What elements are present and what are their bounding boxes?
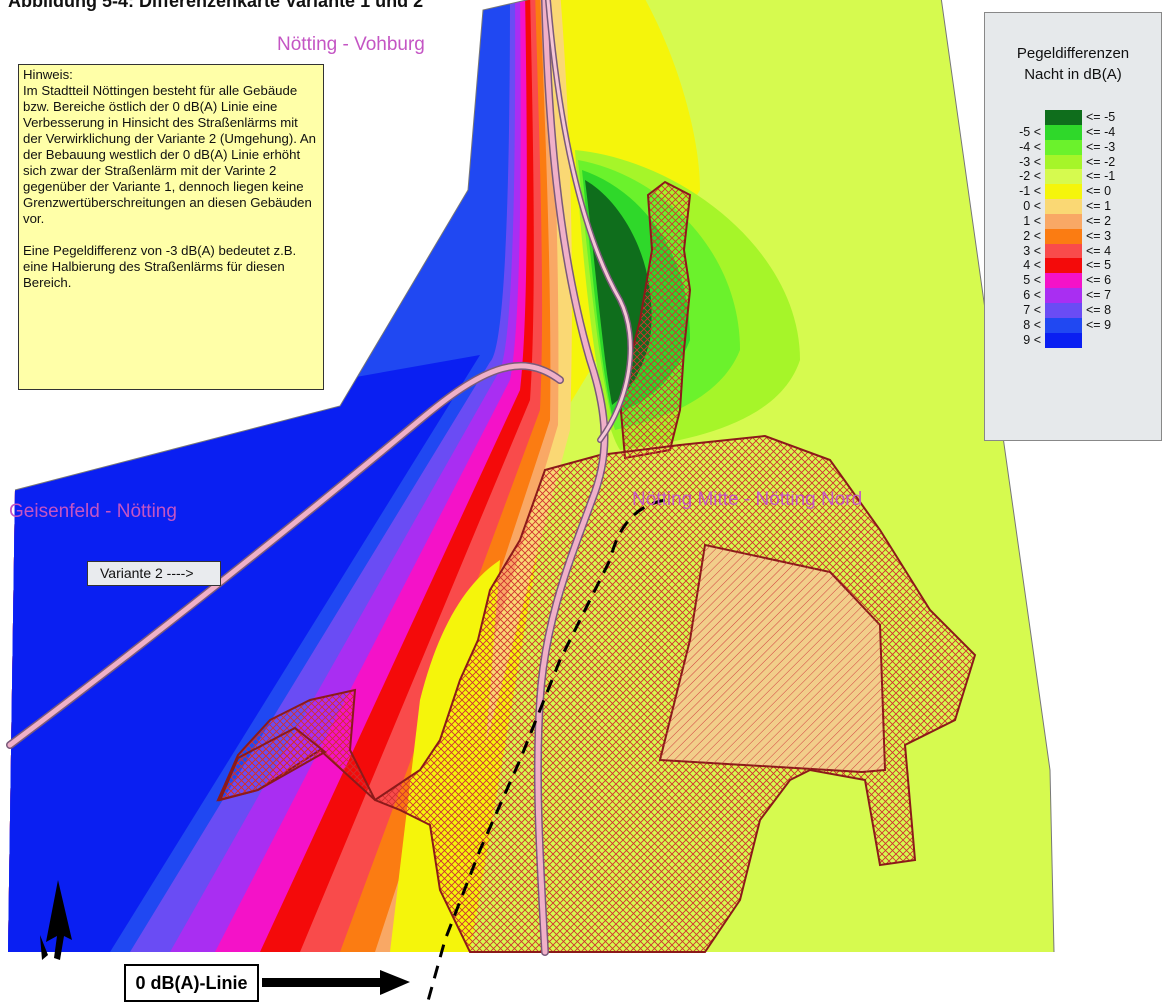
legend-swatch [1045,199,1082,215]
road-west-fill [7,363,563,748]
legend-title: Pegeldifferenzen Nacht in dB(A) [985,43,1161,85]
legend-swatch [1045,317,1082,333]
settlement-areas [216,180,977,953]
legend-upper-bound: <= 4 [1086,243,1112,258]
figure-title: Abbildung 5-4: Differenzenkarte Variante… [8,0,424,11]
legend-row: 9 < [985,332,1161,348]
road-main-fill [535,0,607,955]
legend-swatch [1045,258,1082,274]
legend-lower-bound: 1 < [1023,213,1041,228]
label-noetting-mitte-nord: Nötting Mitte - Nötting Nord [632,489,863,510]
legend-upper-bound: <= 0 [1086,184,1112,199]
legend-upper-bound: <= -1 [1086,169,1116,184]
label-noetting-vohburg: Nötting - Vohburg [277,34,425,55]
legend-lower-bound: 4 < [1023,258,1041,273]
note-paragraph-1: Im Stadtteil Nöttingen besteht für alle … [23,83,316,226]
legend-upper-bound: <= 5 [1086,258,1112,273]
variant-2-label: Variante 2 ----> [87,561,221,586]
roads [6,0,634,956]
legend-lower-bound: 2 < [1023,228,1041,243]
legend-row: 4 < <= 5 [985,258,1161,274]
legend-lower-bound: 7 < [1023,302,1041,317]
legend-swatch [1045,213,1082,229]
legend-row: -1 < <= 0 [985,184,1161,200]
legend-lower-bound: 3 < [1023,243,1041,258]
legend-title-line-1: Pegeldifferenzen [1016,45,1130,62]
legend-lower-bound: 8 < [1023,317,1041,332]
legend: Pegeldifferenzen Nacht in dB(A) <= -5 -5 … [984,12,1162,441]
legend-upper-bound: <= 2 [1086,213,1112,228]
legend-swatch [1045,273,1082,289]
legend-lower-bound: 9 < [1023,332,1041,347]
legend-swatch [1045,288,1082,304]
legend-lower-bound: -2 < [1019,169,1041,184]
legend-swatch [1045,169,1082,185]
legend-lower-bound: -1 < [1019,184,1041,199]
legend-row: -3 < <= -2 [985,154,1161,170]
zero-line-label: 0 dB(A)-Linie [124,964,259,1002]
legend-lower-bound: -5 < [1019,124,1041,139]
legend-row: 6 < <= 7 [985,288,1161,304]
legend-swatch [1045,302,1082,318]
legend-upper-bound: <= -5 [1086,110,1116,124]
legend-row: -5 < <= -4 [985,124,1161,140]
settlement-west [218,726,327,802]
road-variant2-fill [546,0,632,442]
legend-lower-bound: 6 < [1023,288,1041,303]
legend-row: <= -5 [985,110,1161,125]
legend-upper-bound: <= -3 [1086,139,1116,154]
legend-row: -2 < <= -1 [985,169,1161,185]
study-area-outline [14,0,1055,953]
legend-swatch [1045,110,1082,125]
legend-upper-bound: <= 3 [1086,228,1112,243]
label-geisenfeld-noetting: Geisenfeld - Nötting [9,501,177,522]
legend-swatch [1045,243,1082,259]
legend-title-line-2: Nacht in dB(A) [1024,66,1122,83]
legend-row: 5 < <= 6 [985,273,1161,289]
legend-lower-bound: 5 < [1023,273,1041,288]
legend-upper-bound: <= 7 [1086,288,1112,303]
legend-row: 3 < <= 4 [985,243,1161,259]
settlement-block-hatch [660,545,885,772]
legend-swatch [1045,154,1082,170]
legend-upper-bound: <= -2 [1086,154,1116,169]
legend-row: 1 < <= 2 [985,213,1161,229]
legend-upper-bound: <= 6 [1086,273,1112,288]
legend-upper-bound: <= 1 [1086,199,1112,214]
legend-upper-bound: <= 9 [1086,317,1112,332]
legend-row: 2 < <= 3 [985,228,1161,244]
legend-lower-bound: -4 < [1019,139,1041,154]
arrow-right-icon [262,970,410,995]
legend-row: 8 < <= 9 [985,317,1161,333]
legend-swatch [1045,332,1082,348]
legend-swatch [1045,184,1082,200]
north-arrow-icon [40,880,72,960]
legend-row: 7 < <= 8 [985,302,1161,318]
settlement-nordost [618,180,692,460]
note-box: Hinweis: Im Stadtteil Nöttingen besteht … [18,64,324,390]
legend-row: 0 < <= 1 [985,199,1161,215]
legend-lower-bound: -3 < [1019,154,1041,169]
legend-upper-bound: <= 8 [1086,302,1112,317]
legend-upper-bound: <= -4 [1086,124,1116,139]
legend-swatch [1045,124,1082,140]
legend-row: -4 < <= -3 [985,139,1161,155]
legend-swatch [1045,228,1082,244]
note-paragraph-2: Eine Pegeldifferenz von -3 dB(A) bedeute… [23,243,297,290]
legend-lower-bound: 0 < [1023,199,1041,214]
legend-rows: <= -5 -5 < <= -4 -4 < <= -3 -3 < <= -2 -2 < <= -… [985,110,1161,348]
band-above-9 [8,355,480,952]
note-heading: Hinweis: [23,67,73,82]
legend-swatch [1045,139,1082,155]
